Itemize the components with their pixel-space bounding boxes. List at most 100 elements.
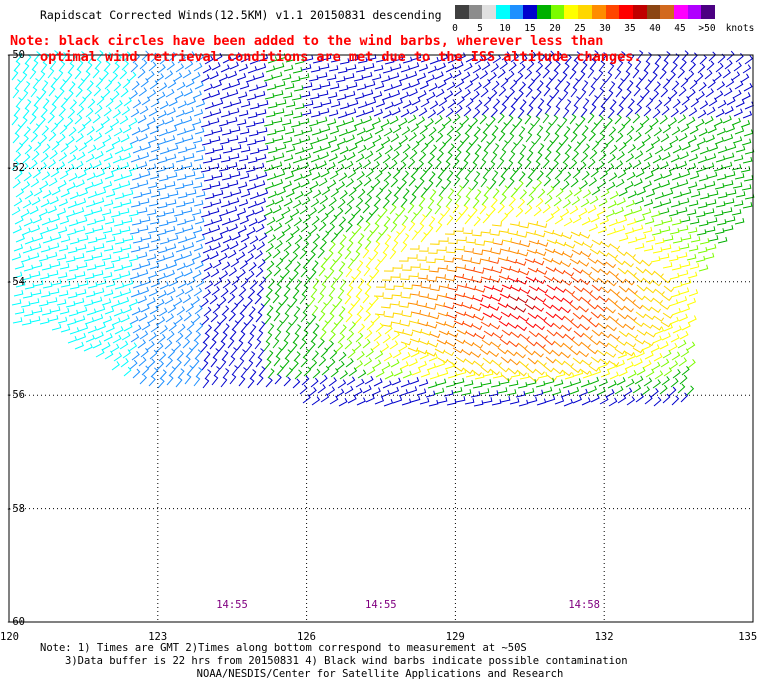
wind-barb — [184, 374, 192, 385]
wind-barb — [437, 311, 449, 317]
wind-barb — [148, 332, 157, 342]
wind-barb — [561, 234, 573, 240]
wind-barb — [283, 286, 291, 297]
wind-barb — [507, 367, 518, 375]
wind-barb — [562, 153, 570, 164]
wind-barb — [94, 243, 105, 250]
wind-barb — [570, 321, 581, 329]
wind-barb — [408, 221, 416, 232]
wind-barb — [365, 257, 373, 268]
wind-barb — [123, 97, 132, 107]
wind-barb — [56, 299, 67, 306]
wind-barb — [408, 88, 418, 97]
wind-barb — [483, 96, 492, 107]
wind-barb — [429, 144, 438, 155]
wind-barb — [132, 191, 143, 199]
wind-barb — [112, 109, 121, 119]
wind-barb — [544, 293, 556, 300]
wind-barb — [653, 219, 664, 227]
wind-barb — [597, 322, 608, 330]
wind-barb — [569, 69, 577, 80]
wind-barb — [366, 141, 376, 151]
wind-barb — [345, 178, 355, 188]
wind-barb — [185, 215, 196, 223]
wind-barb — [327, 223, 336, 234]
wind-barb — [201, 184, 212, 191]
wind-barb — [455, 356, 467, 363]
wind-barb — [255, 180, 266, 188]
wind-barb — [371, 117, 381, 126]
wind-barb — [536, 359, 547, 367]
wind-barb — [157, 290, 167, 299]
wind-barb — [51, 95, 59, 106]
wind-barb — [681, 234, 692, 241]
wind-barb — [11, 115, 19, 126]
wind-barb — [551, 160, 559, 171]
wind-barb — [326, 74, 337, 81]
wind-barb — [660, 358, 670, 368]
wind-barb — [264, 138, 275, 145]
wind-barb — [506, 349, 517, 357]
wind-barb — [447, 99, 457, 109]
wind-barb — [464, 266, 476, 272]
wind-barb — [671, 263, 682, 271]
wind-barb — [581, 80, 589, 91]
wind-barb — [686, 209, 697, 216]
wind-barb — [212, 259, 222, 269]
wind-barb — [409, 149, 418, 160]
wind-barb — [328, 197, 337, 207]
legend-swatch — [509, 5, 524, 19]
wind-barb — [23, 218, 33, 227]
wind-barb — [589, 248, 601, 255]
wind-barb — [447, 286, 459, 291]
wind-barb — [274, 374, 282, 385]
wind-barb — [669, 89, 678, 100]
wind-barb — [384, 189, 392, 200]
wind-barb — [112, 291, 123, 299]
wind-barb — [391, 377, 401, 386]
wind-barb — [481, 339, 493, 346]
wind-barb — [572, 395, 582, 404]
wind-barb — [227, 206, 238, 214]
wind-barb — [245, 165, 256, 173]
wind-barb — [372, 134, 382, 144]
wind-barb — [347, 213, 356, 224]
wind-barb — [309, 359, 318, 370]
wind-barb — [329, 395, 339, 405]
wind-barb — [464, 214, 472, 225]
wind-barb — [32, 169, 42, 179]
wind-barb — [131, 80, 140, 91]
wind-barb — [716, 81, 726, 91]
wind-barb — [283, 376, 292, 387]
wind-barb — [140, 260, 151, 268]
wind-barb — [537, 242, 549, 247]
wind-barb — [101, 116, 111, 126]
wind-barb — [588, 131, 596, 142]
wind-barb — [687, 227, 698, 234]
wind-barb — [455, 167, 463, 178]
wind-barb — [533, 305, 545, 312]
note-line-2: optimal wind retrieval conditions are me… — [40, 49, 642, 65]
wind-barb — [22, 199, 32, 209]
wind-barb — [425, 207, 433, 218]
wind-barb — [680, 348, 690, 358]
wind-barb — [275, 126, 286, 133]
wind-barb — [552, 178, 561, 189]
wind-barb — [346, 108, 357, 116]
wind-barb — [732, 182, 743, 189]
wind-barb — [292, 288, 300, 299]
wind-barb — [336, 315, 344, 326]
wind-barb — [344, 249, 352, 260]
wind-barb — [177, 368, 185, 379]
wind-barb — [605, 72, 613, 83]
wind-barb — [471, 278, 483, 284]
wind-barb — [643, 199, 654, 207]
wind-barb — [524, 258, 536, 264]
wind-barb — [525, 276, 537, 282]
wind-barb — [356, 215, 364, 226]
wind-barb — [155, 298, 165, 308]
wind-barb — [375, 368, 385, 378]
wind-barb — [590, 266, 601, 273]
wind-barb — [527, 357, 538, 365]
wind-barb — [410, 263, 421, 268]
